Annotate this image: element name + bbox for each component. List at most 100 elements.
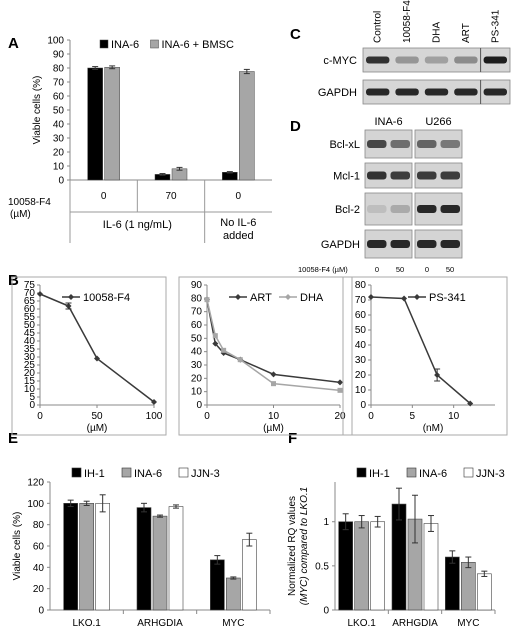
b3-point-ps-341	[401, 295, 408, 302]
f-category-label: MYC	[457, 618, 479, 629]
b2-x-tick-label: 10	[268, 411, 280, 422]
blot-d-band	[390, 140, 410, 148]
b2-y-tick-label: 30	[191, 360, 203, 371]
e-y-tick-label: 120	[27, 478, 44, 489]
b1-y-tick-label: 35	[24, 344, 36, 355]
blot-d-row-label: GAPDH	[321, 239, 360, 251]
e-bar-ina-6-0	[79, 503, 94, 611]
a-legend-swatch	[150, 39, 159, 49]
e-bar-ih-1-2	[210, 559, 225, 611]
blot-d-group-ina-6: INA-6	[374, 116, 402, 128]
f-legend-swatch	[406, 467, 417, 478]
b1-x-tick-label: 100	[146, 411, 163, 422]
f-category-label: LKO.1	[347, 618, 376, 629]
b1-frame	[11, 276, 167, 436]
b3-y-tick-label: 10	[355, 385, 367, 396]
b2-point-art	[270, 371, 277, 378]
b3-x-tick-label: 0	[368, 411, 374, 422]
e-y-tick-label: 40	[33, 563, 45, 574]
f-y-tick-label: 0	[323, 606, 329, 617]
b1-y-tick-label: 30	[24, 352, 36, 363]
b3-legend-marker	[414, 294, 420, 300]
blot-d-dose: 0	[425, 265, 429, 274]
a-y-tick-label: 10	[53, 162, 65, 173]
blot-c-band	[366, 56, 390, 64]
b1-y-tick-label: 40	[24, 336, 36, 347]
a-y-tick-label: 50	[53, 106, 65, 117]
b3-frame	[342, 276, 508, 436]
b1-y-axis-label: Viable cells (%)	[0, 311, 1, 380]
a-y-tick-label: 30	[53, 134, 65, 145]
a-bar-ina-6-bmsc-2	[239, 71, 255, 181]
blot-d-band	[417, 140, 437, 148]
b2-legend-marker	[285, 294, 291, 300]
b2-x-tick-label: 0	[204, 411, 210, 422]
blot-d-row-label: Bcl-2	[335, 204, 360, 216]
e-category-label: LKO.1	[72, 618, 101, 629]
b3-x-tick-label: 10	[448, 411, 460, 422]
blot-d-band	[367, 140, 387, 148]
blot-c-band	[483, 88, 507, 96]
e-legend-swatch	[71, 467, 82, 478]
blot-d-row-label: Mcl-1	[333, 171, 360, 183]
a-y-tick-label: 20	[53, 148, 65, 159]
e-legend-swatch	[178, 467, 189, 478]
panel-label-f: F	[288, 430, 297, 447]
blot-d-band	[390, 171, 410, 180]
b3-x-tick-label: 5	[410, 411, 416, 422]
chart-b-ps-341: 0 10 20 30 40 50 60 70 80 0 5 10 (nM) PS-341	[342, 276, 508, 436]
b2-point-art	[337, 379, 343, 386]
a-category-label: 0	[236, 191, 242, 202]
b3-y-tick-label: 40	[355, 340, 367, 351]
b1-x-tick-label: 50	[91, 411, 103, 422]
f-bar-jjn-3-2	[477, 573, 492, 611]
chart-b-art-dha: 0 10 20 30 40 50 60 70 80 90 0 10 20 (µM) ART DHA	[178, 276, 353, 436]
b3-y-tick-label: 70	[355, 295, 367, 306]
e-bar-jjn-3-1	[168, 506, 184, 611]
blot-c: Control 10058-F4 DHA ART PS-341 c-MYC GAPDH	[318, 0, 511, 105]
b3-y-tick-label: 0	[360, 400, 366, 411]
e-bar-ih-1-0	[63, 503, 78, 611]
blot-c-band	[366, 88, 390, 96]
f-y-tick-label: 0.5	[315, 561, 329, 572]
b1-y-tick-label: 65	[24, 296, 36, 307]
a-group-label: No IL-6	[220, 217, 256, 229]
b3-legend-ps-341: PS-341	[429, 292, 466, 304]
f-y-tick-label: 1	[323, 517, 329, 528]
b3-point-ps-341	[368, 294, 374, 300]
blot-c-lane-ps-341: PS-341	[490, 9, 501, 43]
b1-y-tick-label: 0	[29, 400, 35, 411]
a-group-label: added	[223, 230, 254, 242]
b1-y-tick-label: 70	[24, 288, 36, 299]
chart-a: 0 10 20 30 40 50 60 70 80 90 100 Viable cells (%) 0 7…	[8, 36, 272, 243]
f-bar-ina-6-2	[461, 562, 476, 611]
a-y-tick-label: 0	[58, 176, 64, 187]
f-legend-ina-6: INA-6	[419, 468, 447, 480]
a-legend-ina-6-bmsc: INA-6 + BMSC	[162, 39, 234, 51]
f-y-axis-label-2: (MYC) compared to LKO.1	[299, 487, 310, 605]
e-bar-jjn-3-0	[95, 503, 110, 611]
b3-y-tick-label: 30	[355, 355, 367, 366]
blot-c-lane-10058-f4: 10058-F4	[402, 0, 413, 43]
e-y-tick-label: 0	[38, 606, 44, 617]
f-legend-swatch	[356, 467, 367, 478]
blot-d-band	[417, 205, 437, 213]
blot-d: INA-6 U266 Bcl-xL Mcl-1 Bcl-2 GAPDH 10058-F4 (…	[298, 116, 463, 274]
a-group-label: IL-6 (1 ng/mL)	[103, 219, 172, 231]
e-category-label: ARHGDIA	[137, 618, 183, 629]
b2-point-dha	[204, 297, 210, 303]
b2-y-tick-label: 10	[191, 387, 203, 398]
e-y-tick-label: 80	[33, 520, 45, 531]
f-bar-ih-1-2	[445, 556, 460, 611]
a-legend-swatch	[99, 39, 109, 49]
b1-y-tick-label: 25	[24, 360, 36, 371]
blot-d-dose: 0	[375, 265, 379, 274]
b1-y-tick-label: 45	[24, 328, 36, 339]
panel-label-b: B	[8, 272, 19, 289]
b1-legend-10058-f4: 10058-F4	[83, 292, 130, 304]
a-row-label: 10058-F4	[8, 197, 51, 208]
b2-point-dha	[221, 347, 227, 353]
blot-d-band	[417, 240, 437, 248]
blot-c-lane-control: Control	[373, 11, 384, 43]
